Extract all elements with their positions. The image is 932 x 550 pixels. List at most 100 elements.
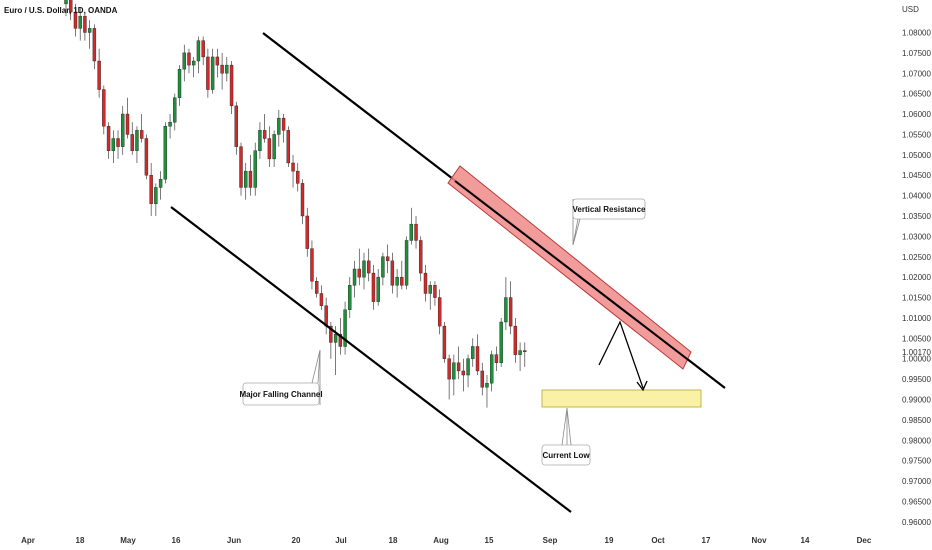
x-tick-label: 16 <box>172 536 181 545</box>
x-tick-label: 14 <box>801 536 810 545</box>
candle-body <box>130 134 134 151</box>
candle-body <box>262 130 267 139</box>
candle-body <box>210 56 215 90</box>
candle-body <box>196 40 201 62</box>
x-tick-label: Dec <box>857 536 872 545</box>
candle-body <box>64 0 68 5</box>
x-tick-label: Oct <box>651 536 665 545</box>
y-axis-unit: USD <box>902 5 919 14</box>
candle-body <box>499 321 503 363</box>
y-tick-label: 1.00000 <box>902 355 931 364</box>
y-tick-label: 0.99000 <box>902 396 931 405</box>
candle-body <box>135 130 139 151</box>
projection-arrowhead <box>636 380 648 392</box>
resistance-center-line <box>454 180 692 363</box>
candle-body <box>466 358 470 376</box>
y-tick-label: 1.07000 <box>902 69 931 78</box>
candle-body <box>504 297 508 323</box>
candle-body <box>239 146 243 188</box>
y-tick-label: 0.98500 <box>902 416 931 425</box>
x-tick-label: Apr <box>21 536 35 545</box>
candle-body <box>324 305 328 327</box>
candle-body <box>267 138 272 160</box>
candle-body <box>225 64 229 74</box>
candle-body <box>414 223 418 241</box>
x-tick-label: 15 <box>485 536 494 545</box>
y-tick-label: 0.96000 <box>902 518 931 527</box>
candle-body <box>343 309 347 347</box>
drawings-layer: Vertical Resistance Major Falling Channel… <box>170 32 726 513</box>
channel-lower-line <box>170 206 572 513</box>
y-tick-label: 0.99500 <box>902 375 931 384</box>
candle-body <box>385 256 390 262</box>
candle-body <box>220 64 224 74</box>
y-tick-label: 1.07500 <box>902 49 931 58</box>
candle-body <box>480 370 484 388</box>
candle-body <box>111 138 116 151</box>
candle-body <box>456 362 461 372</box>
callout-current-low: Current Low <box>541 408 591 466</box>
y-tick-label: 1.00500 <box>902 334 931 343</box>
x-tick-label: May <box>120 536 136 545</box>
projection-path <box>598 320 644 389</box>
y-tick-label: 1.01500 <box>902 294 931 303</box>
candle-body <box>319 293 324 306</box>
support-zone <box>541 389 702 408</box>
candle-body <box>471 346 475 359</box>
x-tick-label: Jul <box>335 536 347 545</box>
candle-body <box>433 285 437 298</box>
candle-body <box>69 0 73 13</box>
candle-body <box>338 334 343 347</box>
candle-body <box>177 68 182 98</box>
x-tick-label: 19 <box>605 536 614 545</box>
candle-body <box>452 362 456 380</box>
x-tick-label: 18 <box>76 536 85 545</box>
x-tick-label: Nov <box>751 536 767 545</box>
candle-body <box>286 130 291 164</box>
candle-body <box>362 260 366 278</box>
candle-body <box>447 358 451 380</box>
candle-body <box>314 281 319 294</box>
callout-vertical-resistance: Vertical Resistance <box>573 198 646 245</box>
y-tick-label: 1.02500 <box>902 253 931 262</box>
candle-body <box>367 260 371 274</box>
y-tick-label: 1.03500 <box>902 212 931 221</box>
current-price-label: 1.00170 <box>902 348 931 357</box>
candle-body <box>329 325 333 343</box>
candle-body <box>428 285 432 294</box>
candle-body <box>490 354 494 384</box>
candle-body <box>102 89 106 127</box>
y-tick-label: 1.04000 <box>902 192 931 201</box>
candle-body <box>92 28 97 62</box>
candle-body <box>404 240 409 286</box>
candle-body <box>419 240 423 274</box>
candle-body <box>371 272 376 302</box>
y-tick-label: 0.97500 <box>902 457 931 466</box>
y-tick-label: 1.03000 <box>902 232 931 241</box>
candle-body <box>121 113 125 147</box>
candle-body <box>277 117 281 135</box>
candle-body <box>144 138 149 176</box>
candle-body <box>253 150 257 188</box>
candle-body <box>154 187 158 204</box>
candle-body <box>206 56 210 90</box>
candle-body <box>400 276 404 286</box>
y-tick-label: 1.06000 <box>902 110 931 119</box>
candle-body <box>390 260 395 286</box>
y-tick-label: 0.98000 <box>902 436 931 445</box>
callout-vertical-resistance-label: Vertical Resistance <box>573 205 646 214</box>
candle-body <box>475 346 480 372</box>
candle-body <box>78 15 82 29</box>
candles-layer <box>64 0 527 408</box>
candle-body <box>442 325 447 359</box>
candle-body <box>518 350 522 355</box>
candle-body <box>201 40 205 58</box>
candle-body <box>258 130 262 151</box>
candle-body <box>333 334 338 343</box>
candle-body <box>248 170 253 188</box>
candle-body <box>73 11 78 29</box>
candle-body <box>215 56 220 66</box>
candle-body <box>409 223 413 241</box>
candle-body <box>357 268 361 278</box>
